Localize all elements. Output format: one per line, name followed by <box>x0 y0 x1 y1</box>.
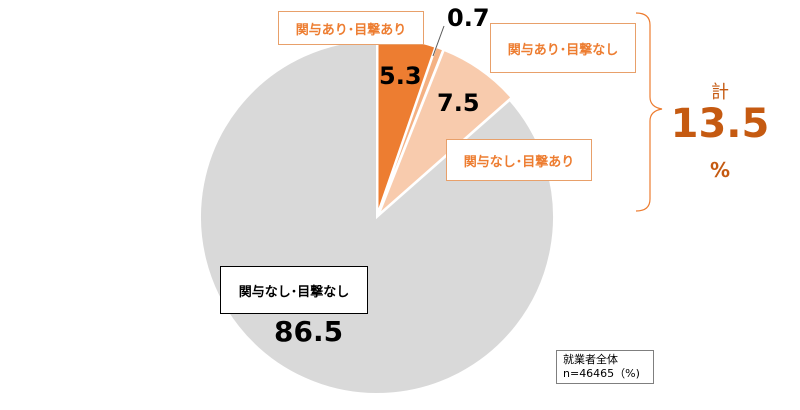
value-label-7-5: 7.5 <box>437 89 480 117</box>
note-sample-size: n=46465（%) <box>563 367 640 380</box>
pie-slices <box>199 36 555 395</box>
label-kanyo-ari-mokugeki-nashi: 関与あり･目撃なし <box>490 23 636 73</box>
value-label-5-3: 5.3 <box>379 62 422 90</box>
label-kanyo-nashi-mokugeki-nashi: 関与なし･目撃なし <box>220 266 368 314</box>
note-population: 就業者全体 <box>563 353 618 366</box>
total-value: 13.5 <box>670 101 770 147</box>
value-label-0-7: 0.7 <box>447 4 490 32</box>
label-kanyo-ari-mokugeki-ari: 関与あり･目撃あり <box>278 11 424 45</box>
total-bracket <box>635 12 663 212</box>
total-label: 計 <box>711 82 729 103</box>
sample-note: 就業者全体 n=46465（%) <box>556 350 654 384</box>
pie-slice-3 <box>377 48 513 216</box>
value-label-86-5: 86.5 <box>274 315 344 348</box>
total-unit: % <box>709 158 731 182</box>
leader-line-0-7 <box>432 25 445 57</box>
label-kanyo-nashi-mokugeki-ari: 関与なし･目撃あり <box>446 139 592 181</box>
